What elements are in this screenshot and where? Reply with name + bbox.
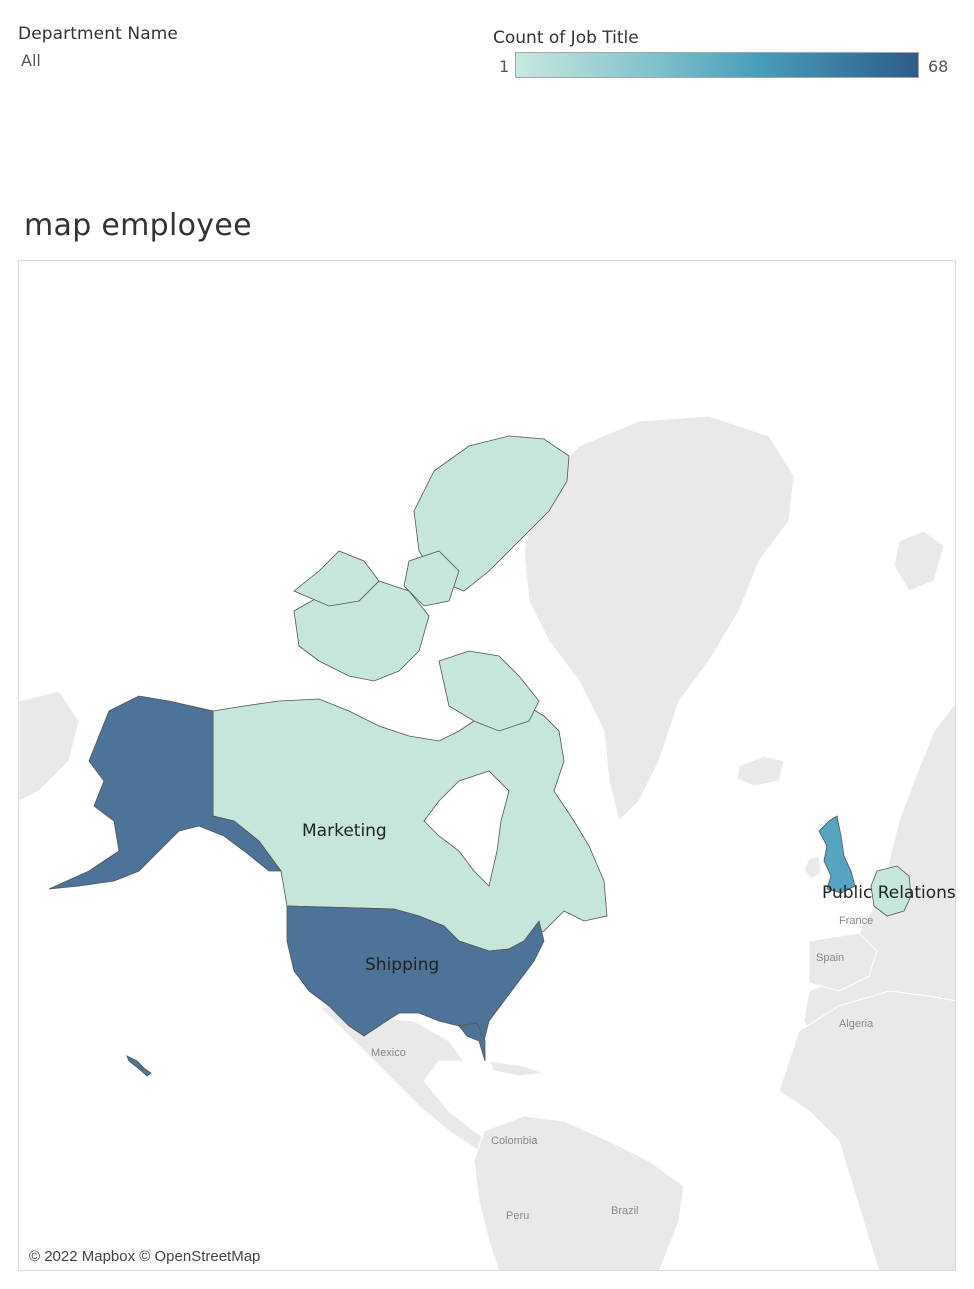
base-label-colombia: Colombia [491,1135,538,1147]
us-hawaii[interactable] [126,1055,152,1077]
country-united-kingdom[interactable] [818,815,856,894]
hudson-bay [423,770,510,887]
canada-arctic-islands-ne[interactable] [403,550,460,607]
legend-row: 1 68 [493,52,953,82]
us-florida[interactable] [458,1022,486,1062]
iceland-base [736,755,785,787]
iberia-base [808,932,878,992]
country-germany[interactable] [870,865,912,917]
filter-value[interactable]: All [21,51,41,70]
base-label-france: France [839,915,873,927]
canada-arctic-islands-mid[interactable] [438,650,540,732]
south-america-base [473,1115,685,1270]
filter-title: Department Name [18,24,178,44]
caribbean-base [488,1060,545,1077]
legend-max: 68 [928,57,949,76]
label-united-states: Shipping [365,955,439,975]
us-alaska[interactable] [48,695,282,890]
legend-gradient-bar [515,52,919,78]
map-canvas[interactable]: Marketing Shipping Public Relations Mexi… [19,261,956,1271]
map-attribution[interactable]: © 2022 Mapbox © OpenStreetMap [25,1247,265,1266]
department-filter[interactable]: Department Name All [18,24,178,70]
base-label-algeria: Algeria [839,1018,874,1030]
mexico-base [317,1005,490,1152]
country-united-states[interactable] [286,905,545,1042]
legend-min: 1 [499,57,510,76]
sheet-title: map employee [24,208,252,243]
svalbard-base [893,530,945,592]
canada-arctic-islands-north[interactable] [293,550,380,607]
label-canada: Marketing [302,821,387,841]
base-label-mexico: Mexico [371,1047,406,1059]
legend-title: Count of Job Title [493,28,639,48]
africa-base [778,990,955,1270]
base-label-brazil: Brazil [611,1205,639,1217]
greenland-base [523,415,795,822]
color-legend: Count of Job Title 1 68 [493,28,953,82]
label-germany: Public Relations [822,883,956,903]
base-label-spain: Spain [816,952,844,964]
map-view[interactable]: Marketing Shipping Public Relations Mexi… [18,260,956,1271]
ireland-base [803,855,822,880]
siberia-base [19,690,80,802]
base-label-peru: Peru [506,1210,529,1222]
